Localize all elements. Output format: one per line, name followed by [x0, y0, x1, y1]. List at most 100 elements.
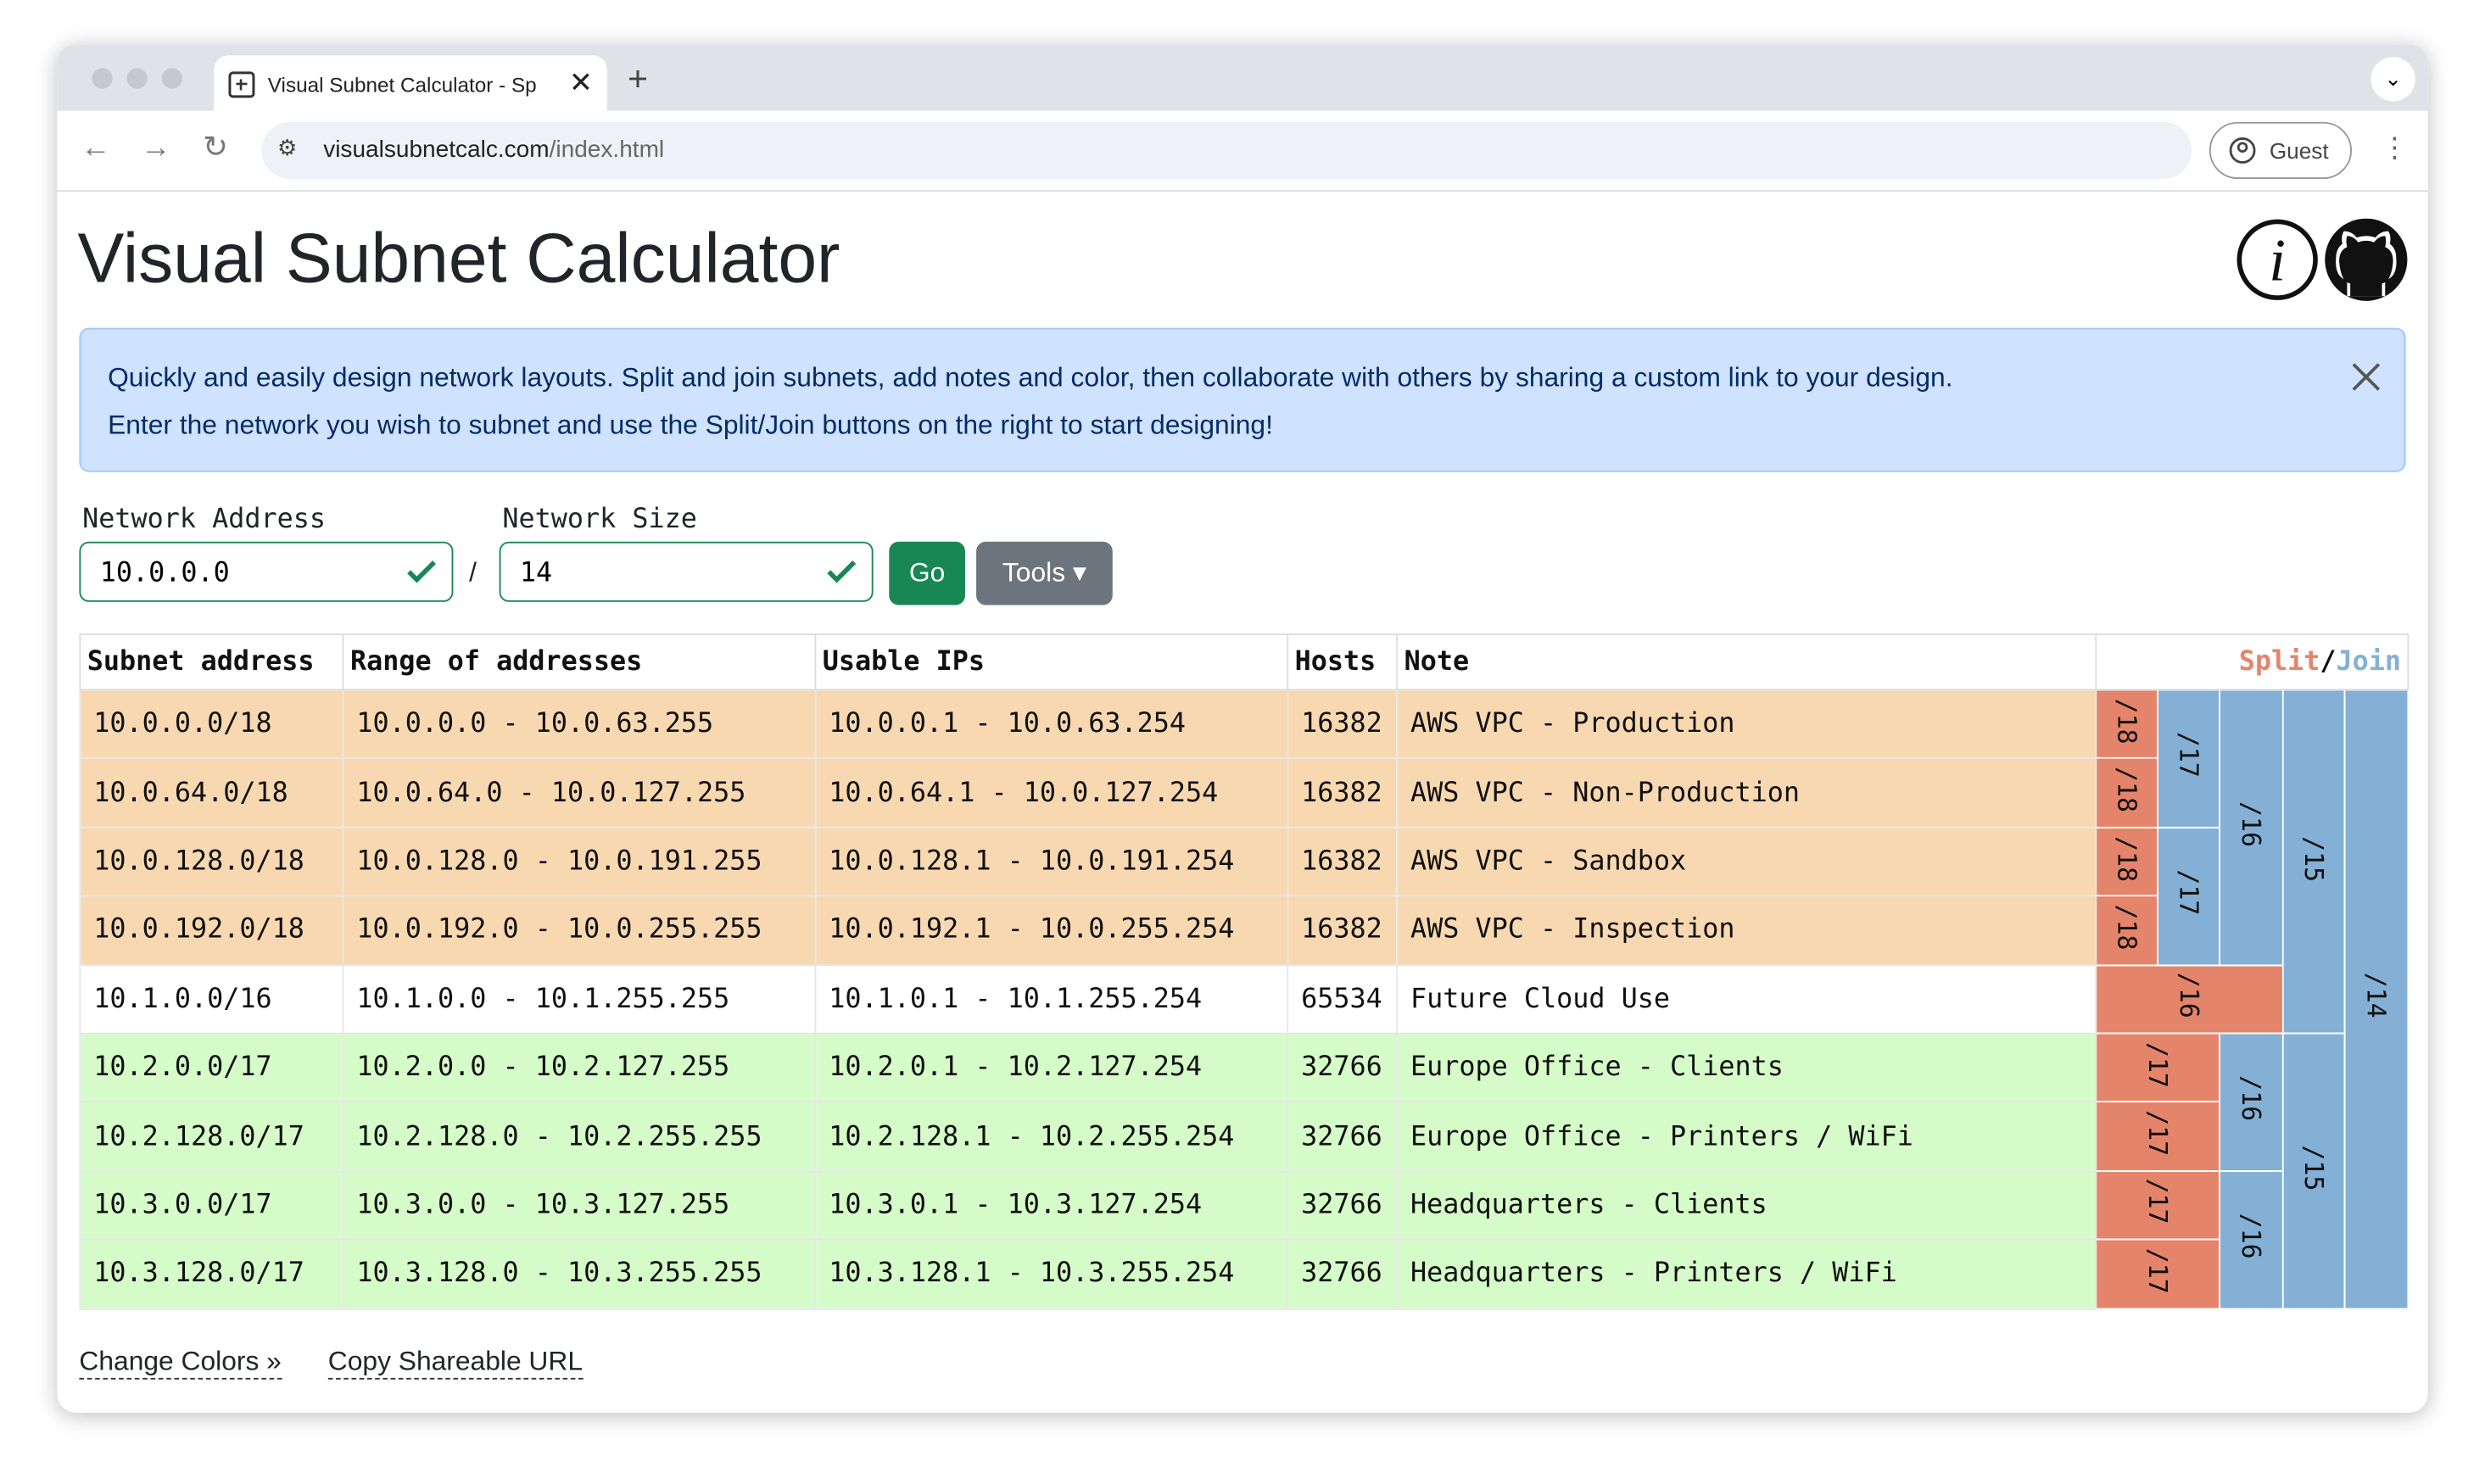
- cell: 10.0.64.0 - 10.0.127.255: [342, 757, 817, 828]
- profile-icon: [2229, 137, 2256, 164]
- header-icons: i: [2236, 218, 2408, 301]
- tools-button[interactable]: Tools ▾: [976, 541, 1113, 605]
- split-button[interactable]: /18: [2095, 689, 2159, 760]
- cell: 10.2.128.0 - 10.2.255.255: [342, 1101, 817, 1172]
- valid-icon: [407, 561, 436, 583]
- cell: Europe Office - Printers / WiFi: [1396, 1101, 2097, 1172]
- split-button[interactable]: /17: [2095, 1238, 2220, 1309]
- browser-menu[interactable]: ⋮: [2380, 131, 2410, 164]
- subnet-row: 10.0.128.0/18 10.0.128.0 - 10.0.191.255 10…: [79, 826, 2409, 966]
- address-bar[interactable]: ⚙ visualsubnetcalc.com/index.html: [261, 121, 2192, 180]
- window-control[interactable]: [92, 68, 113, 89]
- input-value: 14: [519, 557, 553, 589]
- slash: /: [2320, 646, 2337, 678]
- cell: 10.3.0.0 - 10.3.127.255: [342, 1169, 817, 1241]
- subnet-row: 10.3.0.0/17 10.3.0.0 - 10.3.127.255 10.3.0…: [79, 1169, 2409, 1309]
- prefix-label: /17: [2173, 869, 2204, 916]
- join-label: Join: [2336, 646, 2402, 678]
- split-button[interactable]: /17: [2095, 1101, 2220, 1172]
- back[interactable]: ←: [81, 131, 111, 165]
- split-label: Split: [2238, 646, 2320, 678]
- prefix-label: /18: [2111, 767, 2142, 813]
- change-colors-link[interactable]: Change Colors »: [79, 1347, 282, 1380]
- go-button[interactable]: Go: [889, 541, 965, 605]
- url-path: /index.html: [549, 136, 665, 164]
- subnet-row: 10.3.128.0/17 10.3.128.0 - 10.3.255.255 10…: [79, 1238, 2409, 1309]
- split-button[interactable]: /18: [2095, 826, 2159, 897]
- reload[interactable]: ↻: [203, 131, 228, 165]
- cell: 10.1.0.0 - 10.1.255.255: [342, 963, 817, 1035]
- field-label: Network Size: [502, 503, 697, 536]
- address-input[interactable]: 10.0.0.0: [79, 541, 454, 602]
- input-value: 10.0.0.0: [99, 557, 230, 589]
- tab[interactable]: Visual Subnet Calculator - Sp ✕: [214, 55, 607, 113]
- cell: 10.3.128.0/17: [79, 1238, 344, 1309]
- cell: 10.0.192.1 - 10.0.255.254: [814, 895, 1289, 966]
- cell: 10.1.0.1 - 10.1.255.254: [814, 963, 1289, 1035]
- join-button[interactable]: /16: [2219, 1169, 2284, 1309]
- page-title: Visual Subnet Calculator: [77, 220, 840, 298]
- forward[interactable]: →: [141, 131, 171, 165]
- prefix-label: /18: [2111, 904, 2142, 951]
- window-control[interactable]: [161, 68, 182, 89]
- cell: 32766: [1287, 1032, 1399, 1103]
- split-button[interactable]: /18: [2095, 757, 2159, 828]
- url: visualsubnetcalc.com/index.html: [323, 137, 664, 164]
- size-input[interactable]: 14: [499, 541, 874, 602]
- info-icon[interactable]: i: [2236, 219, 2318, 300]
- cell: 65534: [1287, 963, 1399, 1035]
- subnet-row: 10.2.128.0/17 10.2.128.0 - 10.2.255.255 10…: [79, 1101, 2409, 1172]
- copy-url-link[interactable]: Copy Shareable URL: [327, 1347, 584, 1380]
- prefix-label: /17: [2142, 1179, 2173, 1225]
- cell: AWS VPC - Production: [1396, 689, 2097, 760]
- join-button[interactable]: /16: [2219, 689, 2284, 966]
- site-info: ⚙: [277, 134, 298, 160]
- cell: 10.2.0.0/17: [79, 1032, 344, 1103]
- cell: 10.0.128.0/18: [79, 826, 344, 897]
- window-control[interactable]: [126, 68, 148, 89]
- join-button[interactable]: /14: [2343, 689, 2410, 1309]
- cell: 10.0.64.1 - 10.0.127.254: [814, 757, 1289, 828]
- join-button[interactable]: /15: [2281, 689, 2346, 1035]
- subnet-row: 10.1.0.0/16 10.1.0.0 - 10.1.255.255 10.1.0…: [79, 963, 2409, 1035]
- join-button[interactable]: /17: [2157, 826, 2220, 966]
- cell: 10.0.128.1 - 10.0.191.254: [814, 826, 1289, 897]
- prefix-label: /15: [2298, 835, 2329, 882]
- favicon: [228, 71, 255, 98]
- cell: 10.1.0.0/16: [79, 963, 344, 1035]
- split-button[interactable]: /17: [2095, 1032, 2220, 1103]
- alert-text: Quickly and easily design network layout…: [108, 362, 1953, 393]
- github-icon[interactable]: [2325, 218, 2408, 301]
- split-button[interactable]: /18: [2095, 895, 2159, 966]
- cell: Future Cloud Use: [1396, 963, 2097, 1035]
- column-header: Usable IPs: [814, 633, 1289, 691]
- join-button[interactable]: /16: [2219, 1032, 2284, 1172]
- cell: 16382: [1287, 826, 1399, 897]
- button-label: Tools: [1002, 557, 1066, 588]
- cell: 10.0.64.0/18: [79, 757, 344, 828]
- join-button[interactable]: /15: [2281, 1032, 2346, 1309]
- join-button[interactable]: /17: [2157, 689, 2220, 828]
- close-tab[interactable]: ✕: [568, 66, 594, 98]
- cell: 10.0.0.1 - 10.0.63.254: [814, 689, 1289, 760]
- column-header: Note: [1396, 633, 2097, 691]
- split-button[interactable]: /16: [2095, 963, 2284, 1035]
- cell: Headquarters - Clients: [1396, 1169, 2097, 1241]
- prefix-label: /16: [2174, 973, 2205, 1019]
- cell: AWS VPC - Inspection: [1396, 895, 2097, 966]
- close-alert[interactable]: [2350, 361, 2382, 393]
- prefix-label: /18: [2111, 698, 2142, 745]
- split-button[interactable]: /17: [2095, 1169, 2220, 1241]
- profile-button[interactable]: Guest: [2209, 121, 2353, 180]
- tab-menu[interactable]: ⌄: [2371, 57, 2415, 102]
- field-label: Network Address: [82, 503, 327, 536]
- cell: 10.3.0.0/17: [79, 1169, 344, 1241]
- cell: AWS VPC - Sandbox: [1396, 826, 2097, 897]
- info-alert: Quickly and easily design network layout…: [79, 327, 2406, 472]
- split-join-header: Split/Join: [2095, 633, 2410, 691]
- subnet-row: 10.2.0.0/17 10.2.0.0 - 10.2.127.255 10.2.0…: [79, 1032, 2409, 1309]
- new-tab[interactable]: +: [627, 59, 648, 98]
- cell: 10.2.128.0/17: [79, 1101, 344, 1172]
